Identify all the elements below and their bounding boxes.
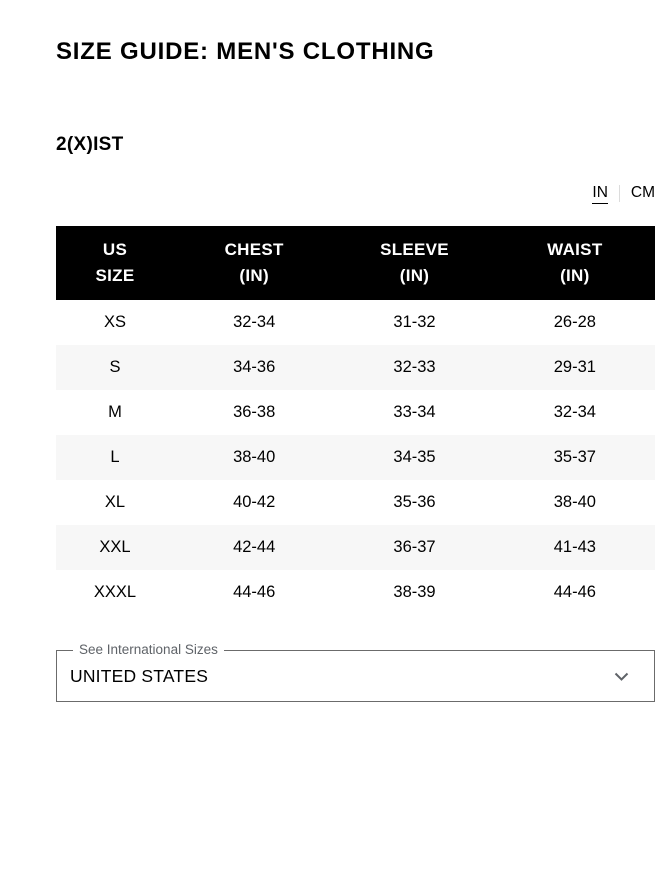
header-row: US SIZE CHEST (IN) SLEEVE (IN) WAIST (IN… [56,226,655,300]
waist-cell: 38-40 [553,493,596,511]
table-row-xl: XL 40-42 35-36 38-40 [56,480,655,525]
size-table-header: US SIZE CHEST (IN) SLEEVE (IN) WAIST (IN… [56,226,655,300]
table-row-xxl: XXL 42-44 36-37 41-43 [56,525,655,570]
sleeve-cell: 31-32 [393,313,436,331]
size-table: US SIZE CHEST (IN) SLEEVE (IN) WAIST (IN… [56,226,655,615]
chevron-down-icon [614,672,629,681]
unit-toggle-divider [618,185,620,202]
waist-cell: 41-43 [553,538,596,556]
us-size-cell: XXXL [93,583,137,601]
chest-cell: 44-46 [233,583,276,601]
column-header-chest: CHEST (IN) [174,226,335,300]
column-header-sleeve: SLEEVE (IN) [334,226,495,300]
sleeve-cell: 34-35 [393,448,436,466]
us-size-cell: XXL [99,538,131,556]
chest-cell: 42-44 [233,538,276,556]
brand-name: 2(X)IST [56,134,124,155]
international-sizes-select[interactable]: See International Sizes UNITED STATES [56,642,655,702]
chest-cell: 36-38 [233,403,276,421]
sleeve-cell: 38-39 [393,583,436,601]
waist-cell: 32-34 [553,403,596,421]
page-title: SIZE GUIDE: MEN'S CLOTHING [56,38,435,65]
selected-country: UNITED STATES [70,666,209,686]
select-row: UNITED STATES [70,666,629,687]
us-size-cell: XL [104,493,126,511]
international-sizes-label: See International Sizes [79,642,218,657]
table-row-l: L 38-40 34-35 35-37 [56,435,655,480]
waist-cell: 44-46 [553,583,596,601]
sleeve-cell: 33-34 [393,403,436,421]
table-row-m: M 36-38 33-34 32-34 [56,390,655,435]
column-header-waist: WAIST (IN) [494,226,655,300]
us-size-cell: XS [103,313,126,331]
chest-cell: 40-42 [233,493,276,511]
table-row-s: S 34-36 32-33 29-31 [56,345,655,390]
us-size-cell: L [110,448,120,466]
chest-cell: 38-40 [233,448,276,466]
unit-toggle: IN CM [56,184,655,204]
us-size-cell: M [108,403,122,421]
unit-toggle-in[interactable]: IN [592,184,608,204]
waist-cell: 35-37 [553,448,596,466]
table-row-xs: XS 32-34 31-32 26-28 [56,300,655,345]
sleeve-cell: 36-37 [393,538,436,556]
table-row-xxxl: XXXL 44-46 38-39 44-46 [56,570,655,615]
us-size-cell: S [109,358,121,376]
sleeve-cell: 32-33 [393,358,436,376]
size-table-body: XS 32-34 31-32 26-28 S 34-36 32-33 29-31… [56,300,655,615]
unit-toggle-cm[interactable]: CM [630,184,655,201]
waist-cell: 29-31 [553,358,596,376]
size-guide-page: SIZE GUIDE: MEN'S CLOTHING 2(X)IST IN CM… [56,38,655,702]
chest-cell: 34-36 [233,358,276,376]
chest-cell: 32-34 [233,313,276,331]
column-header-us-size: US SIZE [56,226,174,300]
waist-cell: 26-28 [553,313,596,331]
sleeve-cell: 35-36 [393,493,436,511]
